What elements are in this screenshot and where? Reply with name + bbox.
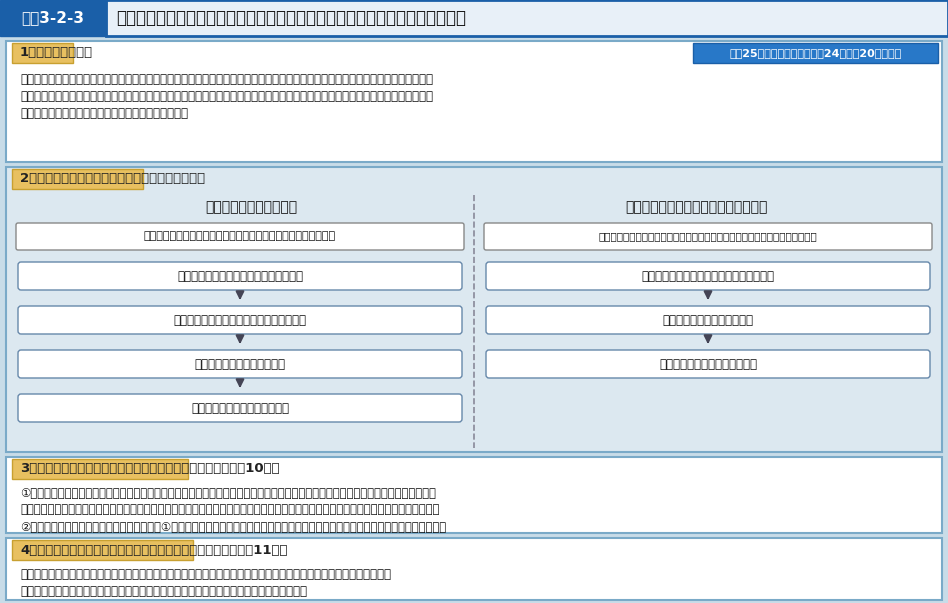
Text: 2．国等の責務及び調達の推進（第３条～第９条）: 2．国等の責務及び調達の推進（第３条～第９条） [20,172,205,186]
Text: 供するよう努めるとともに、当該物品等の質の向上及び供給の円滑化に努めるものとする。: 供するよう努めるとともに、当該物品等の質の向上及び供給の円滑化に努めるものとする… [20,585,307,598]
Text: 1．目的（第１条）: 1．目的（第１条） [20,46,93,60]
Text: 優先的に障害者就労施設等から物品等を調達するよう努める責務: 優先的に障害者就労施設等から物品等を調達するよう努める責務 [144,232,336,241]
Bar [12,540,193,560]
Text: 図表3-2-3: 図表3-2-3 [22,10,84,25]
Bar [106,0,948,36]
FancyBboxPatch shape [16,223,464,250]
FancyBboxPatch shape [18,350,462,378]
Bar [12,459,189,479]
Bar [12,43,73,63]
Bar [0,0,106,36]
FancyBboxPatch shape [486,306,930,334]
Text: ＜国・独立行政法人等＞: ＜国・独立行政法人等＞ [205,200,298,214]
Text: 国等による障害者就労施設等からの物品等の調達の推進等に関する法律の概要: 国等による障害者就労施設等からの物品等の調達の推進等に関する法律の概要 [116,9,466,27]
Text: 要な事項等を定めることにより、障害者就労施設等が供給する物品等に対する需要の増進等を図り、もって障害者就労施設で就労す: 要な事項等を定めることにより、障害者就労施設等が供給する物品等に対する需要の増進… [20,90,433,103]
Bar [6,538,942,600]
Text: 3．公契約における障害者の就業を促進するための措置等（第10条）: 3．公契約における障害者の就業を促進するための措置等（第10条） [20,463,280,476]
Text: 障害者就労施設等は、単独で又は相互に連携して若しくは共同して、購入者等に対し、その物品等に関する情報を提: 障害者就労施設等は、単独で又は相互に連携して若しくは共同して、購入者等に対し、そ… [20,568,391,581]
Text: 調達方針の策定・公表（各省各庁の長等）: 調達方針の策定・公表（各省各庁の長等） [173,314,306,326]
FancyBboxPatch shape [486,350,930,378]
Text: 調達方針に即した調達の実施: 調達方針に即した調達の実施 [194,358,285,370]
Text: 4．障害者就労施設等の供給する物品等に関する情報の提供（第11条）: 4．障害者就労施設等の供給する物品等に関する情報の提供（第11条） [20,543,287,557]
Bar [6,167,942,452]
Text: 等から相当程度の物品等を調達していることに配慮する等障害者の就業を促進するために必要な措置を講ずるよう努めるものとする。: 等から相当程度の物品等を調達していることに配慮する等障害者の就業を促進するために… [20,503,439,516]
FancyBboxPatch shape [484,223,932,250]
Bar [6,41,942,162]
Text: 調達実績の取りまとめ・公表等: 調達実績の取りまとめ・公表等 [659,358,757,370]
Text: ①　国及び独立行政法人等は、公契約について、競争参加資格を定めるに当たって法定雇用率を満たしていること又は障害者就労施設: ① 国及び独立行政法人等は、公契約について、競争参加資格を定めるに当たって法定雇… [20,487,436,500]
FancyBboxPatch shape [486,262,930,290]
Text: ②　地方公共団体及び地方独立行政法人は、①による国及び独立行政法人等の措置に準じて必要な措置を講ずるよう努めるものとする。: ② 地方公共団体及び地方独立行政法人は、①による国及び独立行政法人等の措置に準じ… [20,521,447,534]
Bar [12,169,143,189]
FancyBboxPatch shape [18,306,462,334]
Text: 平成25年４月１日施行（平成24年６月20日成立）: 平成25年４月１日施行（平成24年６月20日成立） [729,48,902,58]
Bar [693,43,938,63]
Text: る障害者、在宅就業障害者等の自立の促進に資する。: る障害者、在宅就業障害者等の自立の促進に資する。 [20,107,188,120]
Text: 調達方針に即した調達の実施: 調達方針に即した調達の実施 [663,314,754,326]
FancyBboxPatch shape [18,262,462,290]
Text: 障害者就労施設等の受注機会の拡大を図るための措置を講ずるよう努める責務: 障害者就労施設等の受注機会の拡大を図るための措置を講ずるよう努める責務 [598,232,817,241]
FancyBboxPatch shape [18,394,462,422]
Text: 調達方針の策定・公表（都道府県の長等）: 調達方針の策定・公表（都道府県の長等） [642,270,775,282]
Text: 調達実績の取りまとめ・公表等: 調達実績の取りまとめ・公表等 [191,402,289,414]
Text: 障害者就労施設、在宅就業障害者及び在宅就業支援団体（以下「障害者就労施設等」という。）の受注の機会を確保するために必: 障害者就労施設、在宅就業障害者及び在宅就業支援団体（以下「障害者就労施設等」とい… [20,73,433,86]
Text: ＜地方公共団体・地方独立行政法人＞: ＜地方公共団体・地方独立行政法人＞ [626,200,768,214]
Text: 基本方針の策定・公表（厚生労働大臣）: 基本方針の策定・公表（厚生労働大臣） [177,270,303,282]
Bar [6,457,942,533]
